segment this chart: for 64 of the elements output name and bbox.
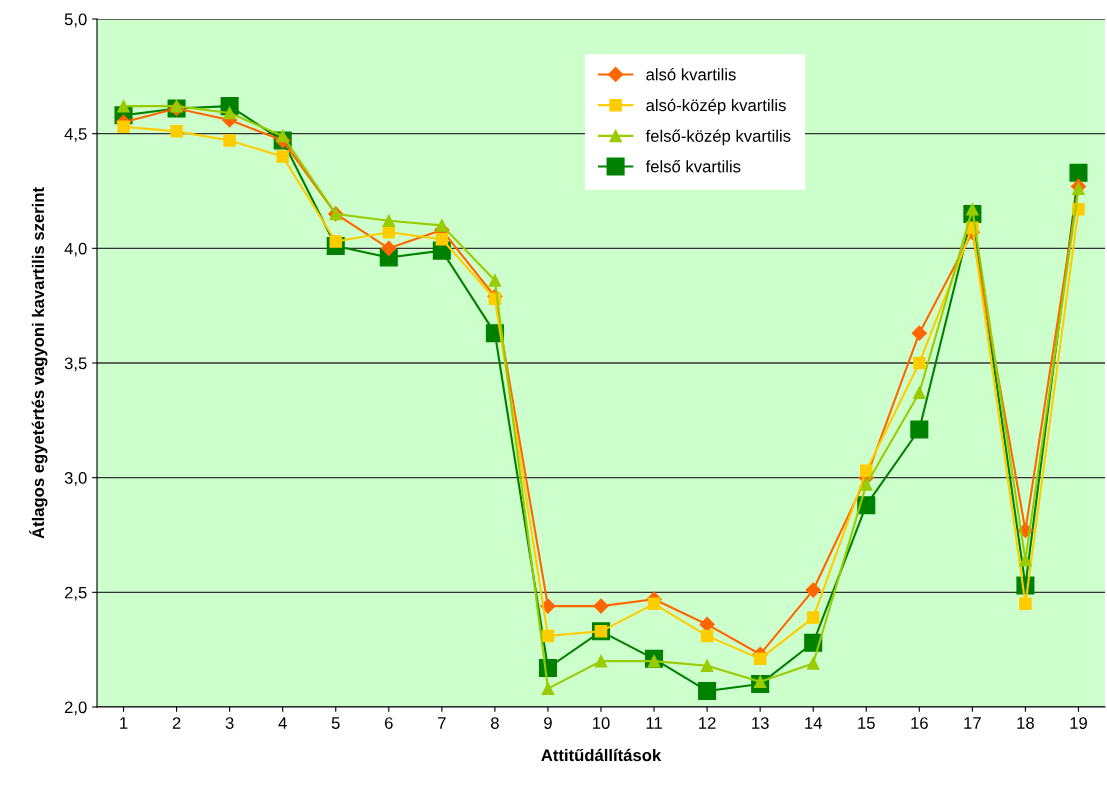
point bbox=[170, 125, 183, 138]
x-tick-label: 18 bbox=[1017, 717, 1034, 729]
point bbox=[910, 420, 929, 439]
point bbox=[806, 611, 820, 624]
point bbox=[276, 150, 289, 163]
point bbox=[753, 652, 767, 666]
x-tick-label: 5 bbox=[331, 717, 340, 729]
x-tick-label: 2 bbox=[172, 717, 181, 729]
x-tick-label: 6 bbox=[385, 717, 393, 729]
point bbox=[488, 274, 502, 287]
x-tick-label: 8 bbox=[490, 717, 499, 729]
x-tick-label: 3 bbox=[225, 717, 234, 729]
point bbox=[860, 478, 873, 491]
legend-label: alsó kvartilis bbox=[646, 67, 736, 81]
point bbox=[805, 582, 821, 598]
point bbox=[382, 214, 396, 228]
x-tick-label: 17 bbox=[964, 717, 981, 729]
x-axis-title: Attitűdállítások bbox=[541, 748, 662, 762]
y-tick-label: 2,0 bbox=[64, 701, 87, 716]
point bbox=[381, 240, 397, 256]
x-tick-label: 19 bbox=[1070, 717, 1087, 729]
point bbox=[593, 598, 609, 614]
point bbox=[700, 629, 714, 643]
point bbox=[1072, 182, 1085, 195]
point bbox=[594, 654, 608, 668]
point bbox=[806, 657, 820, 670]
x-tick-label: 9 bbox=[544, 717, 552, 729]
y-axis-title: Átlagos egyetértés vagyoni kavartilis szerint bbox=[29, 187, 48, 539]
point bbox=[913, 386, 926, 400]
point bbox=[698, 681, 717, 700]
x-tick-label: 4 bbox=[278, 717, 287, 729]
point bbox=[860, 464, 873, 478]
x-tick-label: 16 bbox=[911, 717, 928, 729]
point bbox=[382, 226, 396, 239]
point bbox=[541, 629, 555, 643]
x-tick-label: 14 bbox=[805, 717, 822, 729]
point bbox=[541, 682, 555, 695]
x-tick-label: 15 bbox=[858, 717, 875, 729]
x-tick-label: 13 bbox=[752, 717, 769, 729]
y-tick-label: 3,0 bbox=[64, 472, 87, 486]
point bbox=[435, 232, 449, 246]
y-tick-label: 4,5 bbox=[64, 128, 87, 142]
y-tick-label: 5,0 bbox=[64, 13, 87, 28]
y-tick-label: 3,5 bbox=[64, 357, 87, 372]
legend-label: felső kvartilis bbox=[645, 159, 741, 173]
point bbox=[911, 325, 927, 341]
point bbox=[700, 659, 714, 672]
x-tick-label: 1 bbox=[120, 717, 128, 729]
legend-label: felső-közép kvartilis bbox=[645, 129, 791, 146]
point bbox=[1069, 163, 1088, 182]
y-tick-label: 2,5 bbox=[64, 586, 87, 601]
point bbox=[117, 99, 130, 113]
x-tick-label: 11 bbox=[646, 717, 662, 729]
x-tick-label: 12 bbox=[699, 717, 716, 729]
x-tick-label: 10 bbox=[593, 717, 610, 729]
legend-label: alsó-közép kvartilis bbox=[646, 98, 786, 115]
point bbox=[913, 356, 926, 370]
y-tick-label: 4,0 bbox=[64, 242, 87, 257]
point bbox=[117, 120, 130, 134]
x-tick-label: 7 bbox=[438, 717, 446, 729]
point bbox=[1019, 597, 1032, 611]
point bbox=[223, 134, 236, 147]
point bbox=[647, 597, 661, 611]
point bbox=[435, 219, 449, 232]
